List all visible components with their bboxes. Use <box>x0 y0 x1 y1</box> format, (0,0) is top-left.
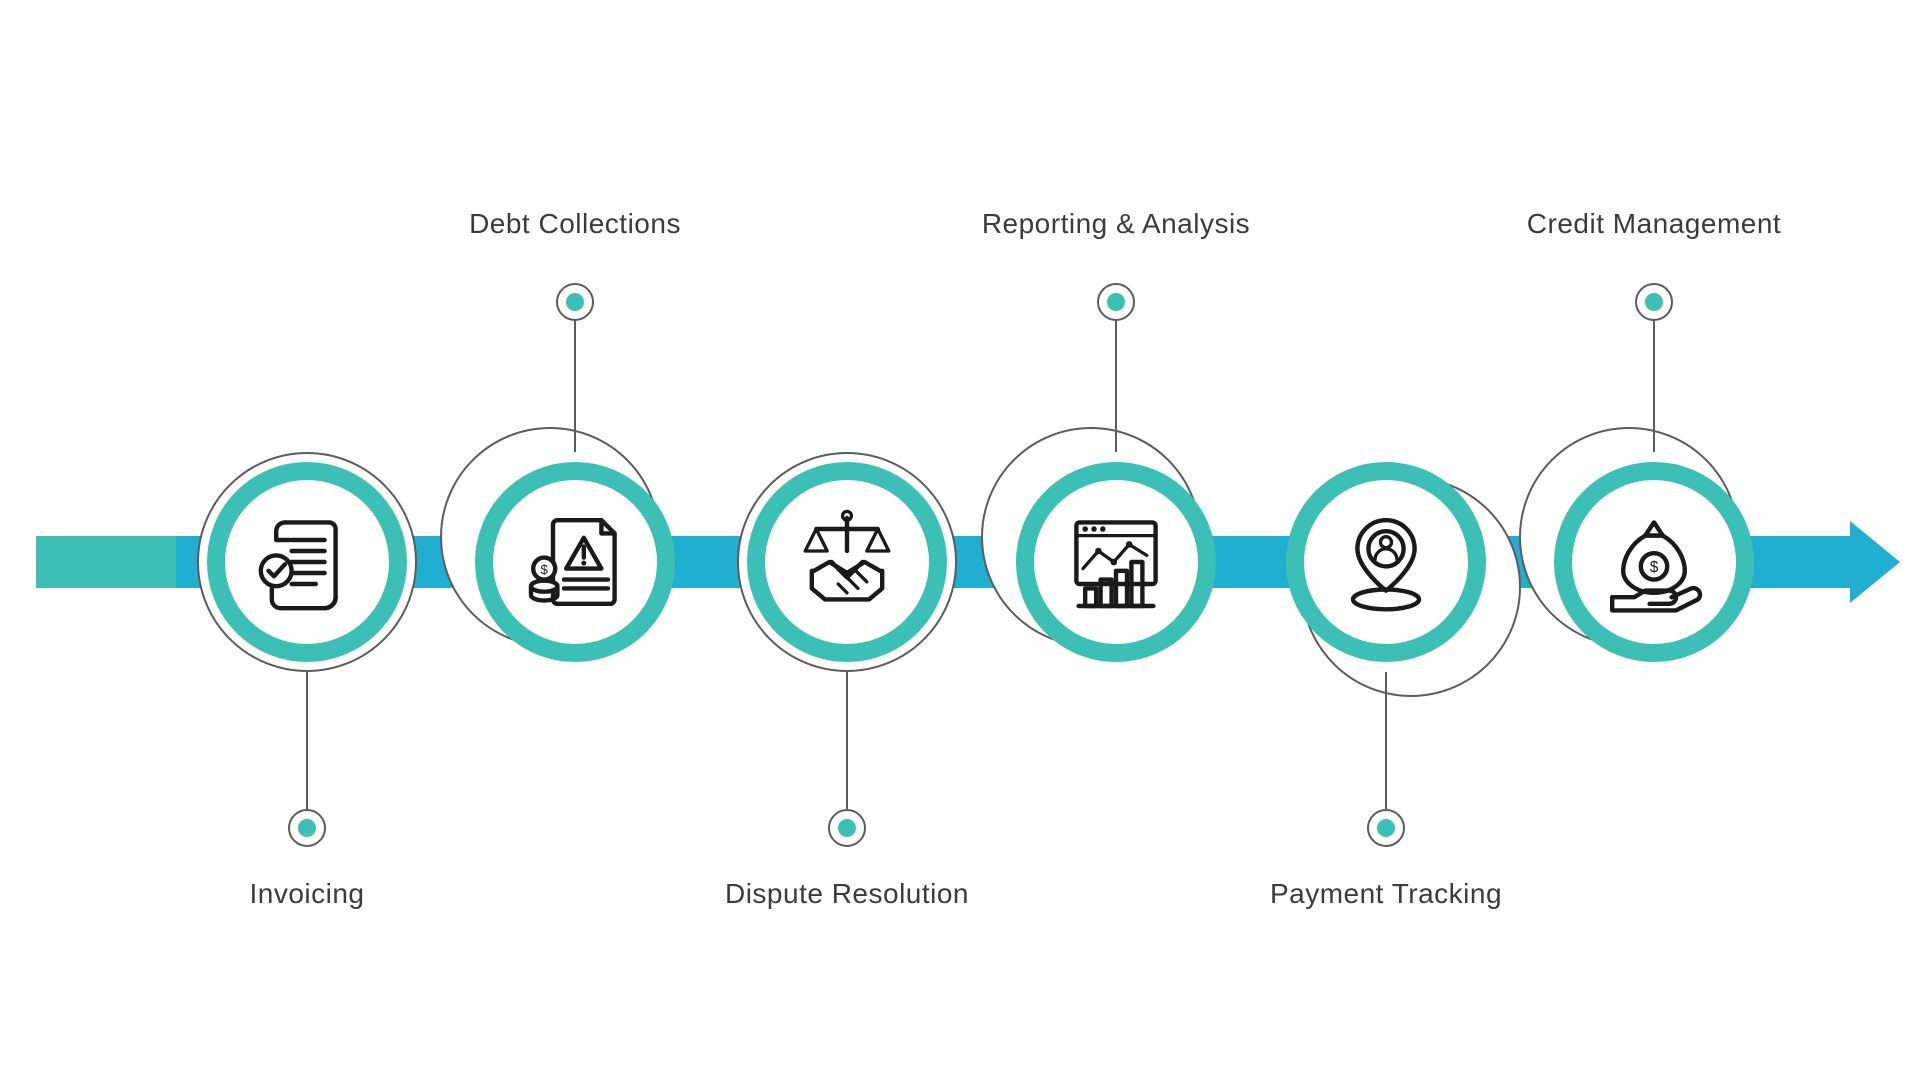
reporting-icon <box>1061 507 1171 617</box>
arrow-tail <box>36 536 176 588</box>
step-invoicing <box>197 452 417 672</box>
label-dot-reporting-analysis <box>1097 283 1135 321</box>
dispute-icon <box>792 507 902 617</box>
connector-invoicing <box>306 672 308 810</box>
arrow-head <box>1850 521 1900 603</box>
step-dispute-resolution <box>737 452 957 672</box>
connector-reporting-analysis <box>1115 320 1117 452</box>
step-reporting-analysis <box>1006 452 1226 672</box>
step-debt-collections <box>465 452 685 672</box>
label-dot-invoicing <box>288 809 326 847</box>
label-dot-debt-collections <box>556 283 594 321</box>
connector-dispute-resolution <box>846 672 848 810</box>
connector-credit-management <box>1653 320 1655 452</box>
step-label-debt-collections: Debt Collections <box>469 208 681 240</box>
step-label-payment-tracking: Payment Tracking <box>1270 878 1502 910</box>
debt-collections-icon <box>520 507 630 617</box>
connector-payment-tracking <box>1385 672 1387 810</box>
label-dot-payment-tracking <box>1367 809 1405 847</box>
step-label-invoicing: Invoicing <box>249 878 364 910</box>
process-timeline-diagram: Invoicing Debt Collections Dispute Resolut… <box>0 0 1920 1080</box>
step-label-reporting-analysis: Reporting & Analysis <box>982 208 1250 240</box>
step-credit-management <box>1544 452 1764 672</box>
credit-icon <box>1599 507 1709 617</box>
step-payment-tracking <box>1276 452 1496 672</box>
step-label-dispute-resolution: Dispute Resolution <box>725 878 969 910</box>
label-dot-credit-management <box>1635 283 1673 321</box>
label-dot-dispute-resolution <box>828 809 866 847</box>
invoice-icon <box>252 507 362 617</box>
connector-debt-collections <box>574 320 576 452</box>
payment-tracking-icon <box>1331 507 1441 617</box>
step-label-credit-management: Credit Management <box>1527 208 1781 240</box>
